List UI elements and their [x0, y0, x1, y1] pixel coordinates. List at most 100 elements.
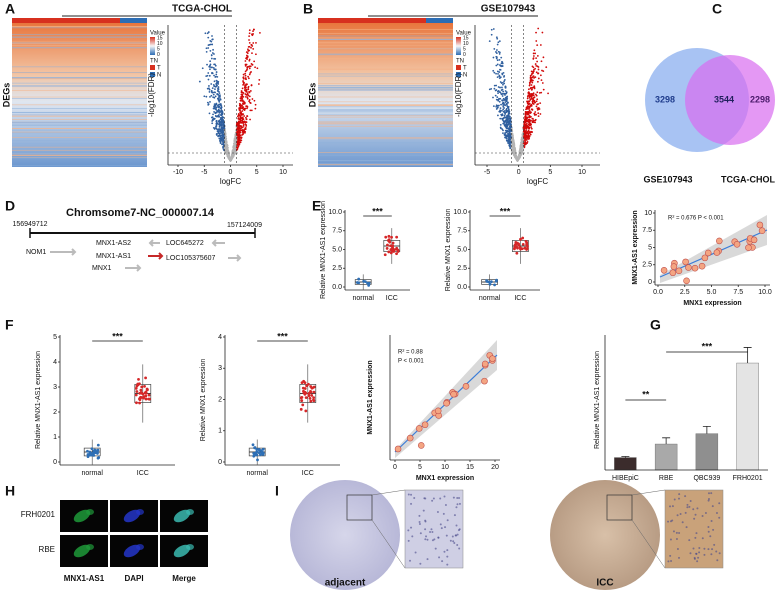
sample-point: [90, 451, 94, 455]
legend-swatch: [150, 72, 155, 77]
volcano-point: [242, 73, 245, 76]
label: FRH0201: [733, 475, 763, 482]
sample-point: [386, 243, 389, 247]
volcano-point: [250, 109, 253, 112]
volcano-point: [244, 95, 247, 98]
volcano-point: [532, 66, 535, 69]
volcano-point: [252, 42, 255, 44]
volcano-point: [499, 91, 502, 94]
sample-point: [389, 244, 392, 248]
volcano-point: [252, 28, 255, 31]
volcano-point: [495, 36, 498, 39]
cell-nucleus: [670, 559, 673, 562]
sample-point: [135, 390, 139, 393]
volcano-point: [528, 127, 531, 130]
volcano-point: [504, 101, 507, 103]
x-tick-label: 0.0: [653, 289, 663, 296]
cell-nucleus: [689, 552, 692, 555]
volcano-point: [210, 89, 213, 92]
volcano-point: [207, 72, 210, 74]
cell-signal: [86, 509, 94, 515]
volcano-point: [525, 116, 527, 119]
volcano-point: [239, 134, 242, 137]
volcano-point: [519, 147, 522, 149]
volcano-point: [528, 124, 531, 127]
bar: [736, 362, 759, 471]
volcano-point: [526, 136, 529, 139]
volcano-point: [246, 58, 248, 61]
cell-nucleus: [718, 552, 721, 555]
cell-nucleus: [686, 503, 689, 506]
volcano-point: [496, 59, 499, 62]
volcano-point: [496, 49, 498, 51]
volcano-point: [496, 106, 499, 109]
volcano-point: [528, 120, 531, 123]
y-tick-label: 10.0: [453, 209, 467, 216]
volcano-point: [504, 132, 506, 135]
cell-nucleus: [678, 531, 681, 534]
label: ICC: [596, 578, 613, 589]
sample-point: [310, 393, 314, 397]
volcano-point: [215, 125, 218, 127]
label: adjacent: [325, 578, 366, 589]
volcano-point: [244, 116, 247, 119]
volcano-point: [238, 134, 241, 137]
sample-point: [138, 398, 142, 402]
volcano-point: [241, 113, 244, 116]
axis-line: [371, 519, 406, 569]
x-tick-label: 0: [229, 169, 233, 176]
heatmap-stripe: [12, 27, 147, 29]
heatmap-stripe: [318, 38, 453, 40]
cell-nucleus: [693, 556, 696, 559]
sample-point: [716, 237, 723, 245]
panel-letter: B: [303, 1, 313, 17]
volcano-point: [512, 139, 515, 142]
volcano-point: [503, 120, 506, 123]
volcano-point: [532, 92, 535, 95]
label: 0: [157, 52, 160, 58]
volcano-point: [244, 123, 247, 125]
volcano-point: [216, 97, 219, 100]
volcano-point: [541, 82, 544, 84]
sample-point: [96, 452, 99, 455]
label: Relative MNX1-AS1 expression: [594, 351, 601, 449]
volcano-point: [534, 121, 537, 124]
cell-nucleus: [703, 553, 706, 556]
volcano-point: [535, 71, 538, 74]
x-tick-label: 7.5: [733, 289, 743, 296]
volcano-point: [504, 134, 507, 137]
heatmap-stripe: [318, 138, 453, 140]
sample-point: [481, 360, 489, 368]
volcano-point: [498, 100, 501, 103]
volcano-point: [216, 75, 219, 78]
volcano-point: [217, 87, 219, 90]
volcano-point: [239, 141, 242, 143]
cell-nucleus: [413, 496, 416, 499]
volcano-point: [214, 64, 217, 67]
tissue-core: [290, 480, 400, 590]
cell-nucleus: [433, 538, 436, 541]
cell-nucleus: [444, 504, 447, 507]
x-tick-label: -10: [173, 169, 183, 176]
group-bar: [426, 18, 453, 23]
volcano-point: [527, 132, 530, 135]
volcano-point: [248, 29, 251, 32]
volcano-point: [247, 45, 250, 48]
volcano-point: [246, 92, 249, 95]
heatmap-stripe: [318, 89, 453, 90]
volcano-point: [216, 80, 218, 83]
volcano-point: [219, 96, 221, 98]
sample-point: [305, 384, 308, 388]
y-tick-label: 10: [644, 210, 652, 217]
volcano-point: [528, 93, 531, 96]
x-tick-label: 0: [517, 169, 521, 176]
cell-nucleus: [458, 497, 461, 500]
volcano-point: [524, 139, 527, 142]
volcano-point: [508, 129, 511, 132]
volcano-point: [496, 76, 499, 79]
volcano-point: [532, 71, 535, 73]
volcano-point: [521, 151, 523, 154]
cell-nucleus: [418, 523, 421, 526]
sample-point: [139, 388, 143, 392]
volcano-point: [536, 80, 539, 83]
